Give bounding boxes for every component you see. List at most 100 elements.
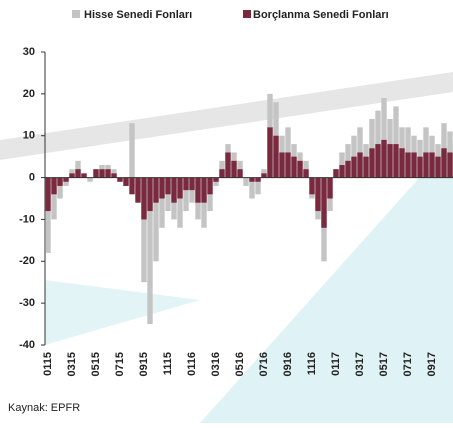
bar xyxy=(57,177,63,199)
x-tick-label: 0516 xyxy=(234,352,246,376)
y-tick-label: 20 xyxy=(23,88,35,100)
bar xyxy=(45,177,51,212)
bar xyxy=(87,177,93,182)
bar xyxy=(375,144,381,178)
bar xyxy=(99,169,105,178)
bar xyxy=(129,123,135,178)
bar xyxy=(69,173,75,178)
bar xyxy=(159,177,165,199)
x-tick-label: 0315 xyxy=(66,352,78,376)
x-tick-label: 0317 xyxy=(354,352,366,376)
y-tick-label: 10 xyxy=(23,130,35,142)
bar xyxy=(153,177,159,203)
bar xyxy=(447,152,453,178)
bar xyxy=(327,177,333,199)
bar xyxy=(357,152,363,178)
x-tick-label: 0715 xyxy=(114,352,126,376)
bar xyxy=(201,177,207,203)
bar xyxy=(249,177,255,182)
bar xyxy=(381,139,387,178)
x-tick-label: 0915 xyxy=(138,352,150,376)
bar xyxy=(183,177,189,191)
bar xyxy=(45,177,51,253)
legend-swatch xyxy=(243,10,251,18)
bar xyxy=(315,177,321,212)
bar xyxy=(369,148,375,178)
bar xyxy=(393,144,399,178)
y-tick-label: -40 xyxy=(19,339,35,351)
bar xyxy=(321,177,327,228)
bar xyxy=(387,144,393,178)
bar xyxy=(393,106,399,178)
bar xyxy=(129,177,135,195)
bar xyxy=(381,98,387,178)
bar xyxy=(267,127,273,178)
x-tick-label: 1115 xyxy=(162,352,174,375)
bar xyxy=(93,169,99,178)
x-tick-label: 0916 xyxy=(282,352,294,376)
bar xyxy=(207,177,213,195)
bar xyxy=(51,177,57,195)
bar xyxy=(261,173,267,178)
bar xyxy=(189,177,195,191)
bar xyxy=(435,156,441,178)
bar xyxy=(219,169,225,178)
x-tick-label: 0316 xyxy=(210,352,222,376)
bar xyxy=(147,177,153,325)
bar xyxy=(429,152,435,178)
bar xyxy=(399,148,405,178)
bar xyxy=(291,156,297,178)
bar xyxy=(105,169,111,178)
legend-label: Borçlanma Senedi Fonları xyxy=(253,9,389,21)
bar xyxy=(153,177,159,262)
bar xyxy=(297,160,303,178)
bar xyxy=(309,177,315,195)
x-tick-label: 0517 xyxy=(378,352,390,376)
x-tick-label: 0115 xyxy=(42,352,54,376)
source: Kaynak: EPFR xyxy=(8,402,80,414)
bar xyxy=(177,177,183,228)
y-tick-label: -20 xyxy=(19,255,35,267)
bar xyxy=(345,160,351,178)
bar xyxy=(333,169,339,178)
x-tick-label: 0917 xyxy=(426,352,438,376)
x-tick-label: 0515 xyxy=(90,352,102,376)
bar xyxy=(411,152,417,178)
bar xyxy=(303,169,309,178)
y-tick-label: 30 xyxy=(23,46,35,58)
bar xyxy=(273,135,279,178)
bar xyxy=(111,173,117,178)
bar xyxy=(141,177,147,220)
bar xyxy=(255,177,261,182)
x-tick-label: 0117 xyxy=(330,352,342,376)
x-tick-label: 0717 xyxy=(402,352,414,376)
bar xyxy=(147,177,153,212)
decor xyxy=(200,140,453,423)
bar xyxy=(171,177,177,203)
bar xyxy=(123,177,129,186)
legend-swatch xyxy=(72,10,80,18)
bar xyxy=(51,177,57,220)
x-tick-label: 1116 xyxy=(306,352,318,375)
bar xyxy=(225,152,231,178)
bar xyxy=(423,152,429,178)
bar xyxy=(339,165,345,178)
decor xyxy=(0,72,453,160)
bar xyxy=(159,177,165,228)
y-tick-label: -10 xyxy=(19,213,35,225)
bar xyxy=(237,169,243,178)
bar xyxy=(249,177,255,199)
x-tick-label: 0716 xyxy=(258,352,270,376)
y-tick-label: -30 xyxy=(19,297,35,309)
y-tick-label: 0 xyxy=(29,171,35,183)
bar xyxy=(243,177,249,186)
bar xyxy=(75,169,81,178)
decor xyxy=(45,280,200,345)
bar xyxy=(363,156,369,178)
bar xyxy=(279,152,285,178)
bar xyxy=(417,156,423,178)
x-tick-label: 0116 xyxy=(186,352,198,376)
bar xyxy=(117,177,123,182)
bar xyxy=(255,177,261,195)
